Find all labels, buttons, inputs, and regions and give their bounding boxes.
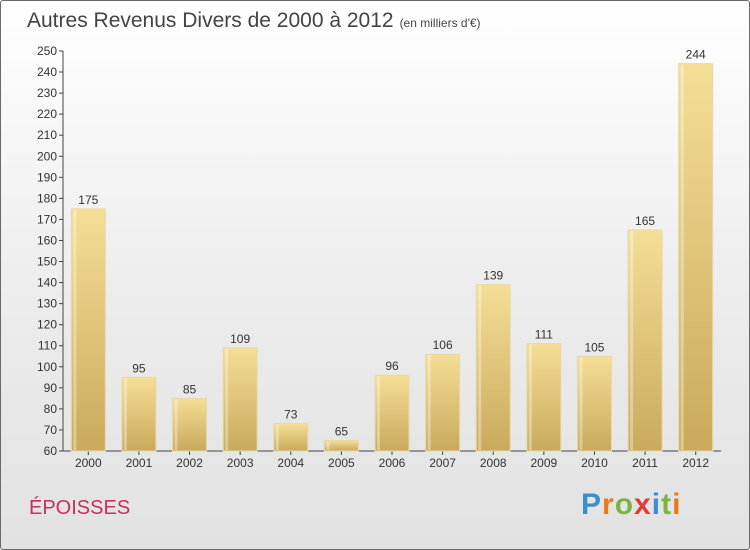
logo-letter: P — [581, 488, 603, 521]
y-tick-label: 180 — [37, 191, 57, 205]
proxiti-logo[interactable]: Proxiti — [581, 488, 681, 522]
value-label-2005: 65 — [335, 424, 349, 438]
x-tick-label-2004: 2004 — [277, 456, 304, 470]
value-label-2000: 175 — [78, 193, 98, 207]
y-tick-label: 90 — [44, 381, 58, 395]
bar-highlight — [478, 285, 482, 450]
value-label-2008: 139 — [483, 269, 503, 283]
bar-2005 — [323, 439, 359, 452]
value-label-2006: 96 — [385, 359, 399, 373]
bar-2010 — [576, 355, 612, 452]
chart-title: Autres Revenus Divers de 2000 à 2012 (en … — [27, 9, 481, 33]
y-tick-label: 170 — [37, 212, 57, 226]
y-tick-label: 140 — [37, 276, 57, 290]
value-label-2007: 106 — [433, 338, 453, 352]
bar-2007 — [425, 353, 461, 452]
y-tick-label: 250 — [37, 44, 57, 58]
chart-title-text: Autres Revenus Divers de 2000 à 2012 — [27, 9, 394, 32]
bar-highlight — [174, 399, 178, 450]
bar-2011 — [627, 229, 663, 452]
y-tick-label: 110 — [38, 339, 57, 353]
bar-2001 — [121, 376, 157, 452]
bar-2003 — [222, 347, 258, 452]
value-label-2004: 73 — [284, 408, 298, 422]
y-tick-label: 150 — [37, 255, 57, 269]
x-tick-label-2007: 2007 — [429, 456, 456, 470]
commune-name: ÉPOISSES — [29, 497, 131, 519]
x-tick-label-2003: 2003 — [227, 456, 254, 470]
x-tick-label-2009: 2009 — [530, 456, 557, 470]
bar-2009 — [526, 343, 562, 452]
bar-highlight — [680, 64, 684, 450]
bar-2008 — [475, 284, 511, 452]
y-tick-label: 190 — [37, 170, 57, 184]
logo-letter: t — [661, 488, 673, 521]
bar-2000 — [70, 208, 106, 452]
bar-highlight — [123, 378, 127, 450]
x-tick-label-2000: 2000 — [75, 456, 102, 470]
logo-letter: i — [651, 488, 662, 521]
y-tick-label: 80 — [44, 402, 58, 416]
y-tick-label: 100 — [37, 360, 57, 374]
value-label-2012: 244 — [686, 48, 706, 62]
logo-letter: r — [602, 488, 615, 521]
y-tick-label: 230 — [37, 86, 57, 100]
bar-highlight — [225, 348, 229, 450]
value-label-2011: 165 — [635, 214, 655, 228]
y-tick-label: 210 — [37, 128, 57, 142]
x-tick-label-2010: 2010 — [581, 456, 608, 470]
x-tick-label-2008: 2008 — [480, 456, 507, 470]
x-tick-label-2005: 2005 — [328, 456, 355, 470]
y-tick-label: 60 — [44, 444, 58, 458]
bar-highlight — [326, 441, 330, 450]
y-tick-label: 70 — [44, 423, 58, 437]
bar-highlight — [275, 424, 279, 450]
x-tick-label-2002: 2002 — [176, 456, 203, 470]
bar-highlight — [73, 209, 77, 450]
chart-subtitle: (en milliers d'€) — [399, 16, 481, 30]
value-label-2003: 109 — [230, 332, 250, 346]
bar-highlight — [579, 357, 583, 450]
logo-letter: x — [634, 488, 652, 521]
bar-highlight — [427, 355, 431, 450]
bars: 175 95 85 109 73 65 96 106 139 111 105 165 244 — [70, 48, 714, 452]
x-tick-label-2006: 2006 — [379, 456, 406, 470]
bar-highlight — [528, 344, 532, 450]
y-tick-label: 130 — [37, 297, 57, 311]
x-tick-label-2011: 2011 — [632, 456, 658, 470]
bar-2002 — [172, 397, 208, 452]
bar-2006 — [374, 374, 410, 452]
x-tick-label-2001: 2001 — [126, 456, 153, 470]
bar-highlight — [377, 376, 380, 450]
value-label-2009: 111 — [535, 328, 554, 342]
y-tick-label: 200 — [37, 149, 57, 163]
bar-highlight — [630, 230, 634, 450]
logo-letter: i — [672, 488, 682, 521]
x-axis: 2000 2001 2002 2003 2004 2005 2006 2007 2008 2009… — [63, 450, 721, 470]
y-tick-label: 160 — [37, 233, 57, 247]
bar-2004 — [273, 423, 309, 452]
bar-2012 — [678, 63, 714, 452]
y-tick-label: 120 — [37, 318, 57, 332]
value-label-2001: 95 — [132, 361, 146, 375]
y-axis: 60 70 80 90 100 110 120 130 140 150 160 170 180 190 20… — [37, 44, 64, 458]
y-tick-label: 220 — [37, 107, 57, 121]
logo-letter: o — [614, 488, 635, 521]
x-tick-label-2012: 2012 — [682, 456, 709, 470]
y-tick-label: 240 — [37, 65, 57, 79]
value-label-2010: 105 — [584, 340, 604, 354]
value-label-2002: 85 — [183, 382, 197, 396]
